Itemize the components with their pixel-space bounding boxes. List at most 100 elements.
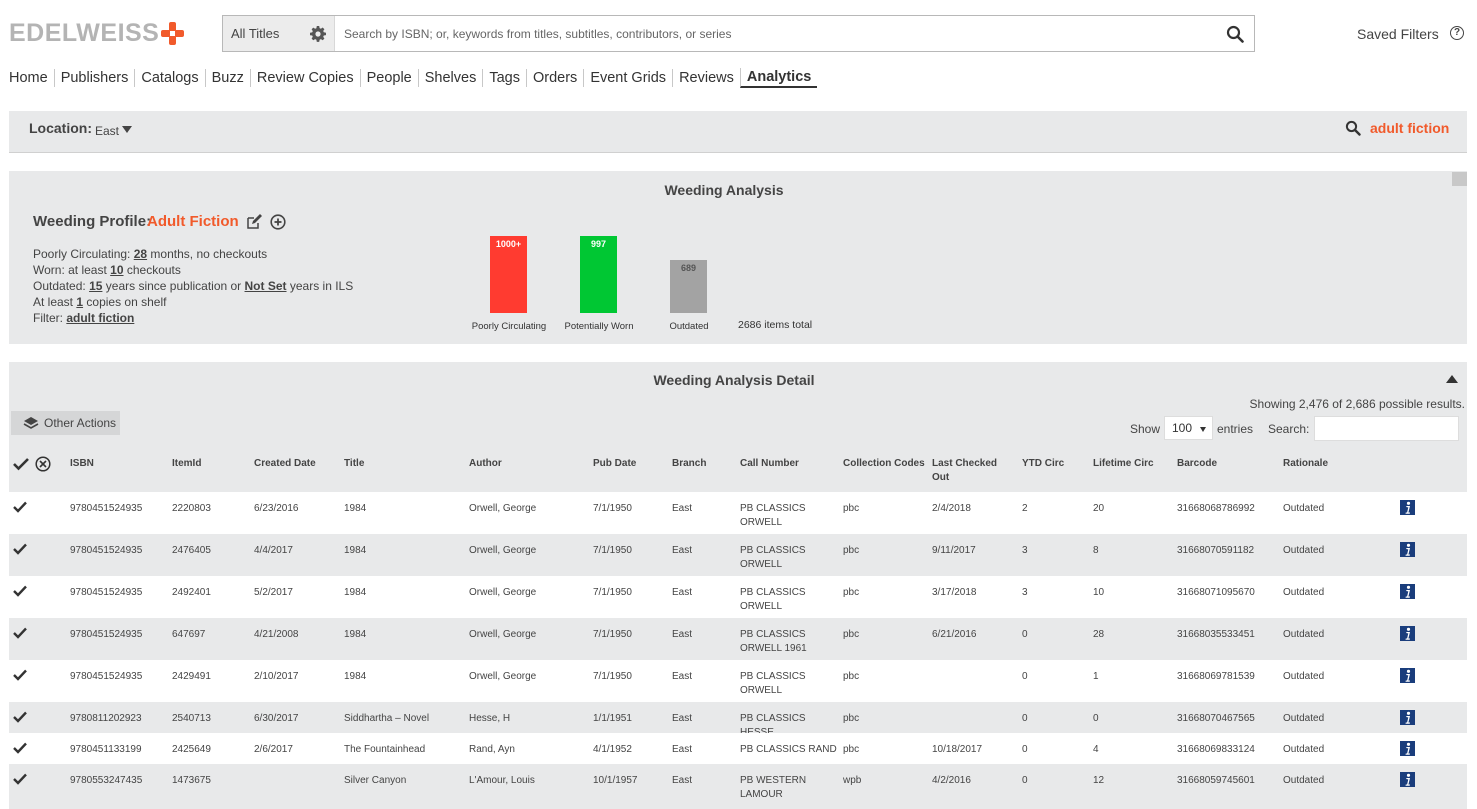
nav-shelves[interactable]: Shelves	[417, 69, 483, 87]
row-check-icon[interactable]	[13, 543, 27, 555]
row-check-icon[interactable]	[13, 669, 27, 681]
row-check-icon[interactable]	[13, 501, 27, 513]
row-check-icon[interactable]	[13, 773, 27, 785]
chart-bar[interactable]: 1000+	[490, 236, 527, 313]
chart-bar[interactable]: 689	[670, 260, 707, 313]
table-row[interactable]: 9780451524935 2220803 6/23/2016 1984 Orwell,…	[9, 492, 1467, 534]
column-header[interactable]: Last Checked Out	[932, 458, 998, 483]
column-header[interactable]: Author	[469, 458, 502, 469]
criteria-value-link[interactable]: 1	[76, 295, 84, 309]
edelweiss-logo[interactable]: EDELWEISS	[9, 19, 185, 47]
nav-buzz[interactable]: Buzz	[204, 69, 250, 87]
row-check-icon[interactable]	[13, 627, 27, 639]
help-icon[interactable]: ?	[1450, 26, 1464, 40]
chart-bar[interactable]: 997	[580, 236, 617, 313]
cell-itemid: 1473675	[172, 775, 211, 786]
column-header[interactable]: Call Number	[740, 458, 799, 469]
criteria-filter: Filter: adult fiction	[33, 310, 134, 326]
nav-event-grids[interactable]: Event Grids	[583, 69, 672, 87]
nav-publishers[interactable]: Publishers	[53, 69, 135, 87]
cell-codes: pbc	[843, 503, 860, 514]
weeding-profile-label: Weeding Profile:	[33, 213, 152, 230]
scrollbar-thumb[interactable]	[1452, 172, 1467, 186]
cell-created: 4/4/2017	[254, 545, 293, 556]
column-header[interactable]: ISBN	[70, 458, 94, 469]
cell-branch: East	[672, 713, 693, 724]
nav-analytics[interactable]: Analytics	[739, 68, 818, 88]
search-scope-select[interactable]: All Titles	[223, 16, 335, 51]
active-filter-link[interactable]: adult fiction	[1370, 120, 1450, 136]
info-icon[interactable]	[1400, 500, 1415, 515]
column-header[interactable]: YTD Circ	[1022, 458, 1065, 469]
table-row[interactable]: 9780451524935 2492401 5/2/2017 1984 Orwell, …	[9, 576, 1467, 618]
column-header[interactable]: Pub Date	[593, 458, 637, 469]
cell-life: 12	[1093, 775, 1105, 786]
info-icon[interactable]	[1400, 542, 1415, 557]
nav-orders[interactable]: Orders	[525, 69, 583, 87]
cell-call: PB CLASSICS ORWELL	[740, 503, 806, 528]
criteria-shelf: At least 1 copies on shelf	[33, 294, 166, 310]
column-header[interactable]: Branch	[672, 458, 707, 469]
cell-branch: East	[672, 744, 693, 755]
search-icon[interactable]	[1345, 120, 1361, 136]
criteria-value-link[interactable]: adult fiction	[66, 311, 135, 325]
gear-icon[interactable]	[310, 25, 326, 42]
info-icon[interactable]	[1400, 584, 1415, 599]
info-icon[interactable]	[1400, 668, 1415, 683]
row-check-icon[interactable]	[13, 585, 27, 597]
edit-icon[interactable]	[246, 214, 262, 230]
cell-call: PB CLASSICS ORWELL	[740, 545, 806, 570]
global-search-input[interactable]	[335, 16, 1216, 51]
column-header[interactable]: Collection Codes	[843, 458, 925, 469]
location-select[interactable]: East	[95, 124, 120, 138]
info-icon[interactable]	[1400, 626, 1415, 641]
cell-life: 10	[1093, 587, 1105, 598]
cell-rationale: Outdated	[1283, 629, 1325, 640]
page-size-select[interactable]: 100	[1164, 416, 1213, 440]
table-row[interactable]: 9780451133199 2425649 2/6/2017 The Fountain…	[9, 733, 1467, 764]
column-header[interactable]: Rationale	[1283, 458, 1329, 469]
table-row[interactable]: 9780553247435 1473675 Silver Canyon L'Amour…	[9, 764, 1467, 800]
saved-filters-link[interactable]: Saved Filters	[1357, 26, 1439, 42]
cell-branch: East	[672, 503, 693, 514]
clear-selection-icon[interactable]	[35, 456, 51, 472]
criteria-value-link[interactable]: 28	[133, 247, 148, 261]
info-icon[interactable]	[1400, 710, 1415, 725]
nav-review-copies[interactable]: Review Copies	[249, 69, 360, 87]
nav-tags[interactable]: Tags	[482, 69, 526, 87]
table-row[interactable]: 9780811202923 2540713 6/30/2017 Siddhartha …	[9, 702, 1467, 738]
table-row[interactable]: 9780451524935 2476405 4/4/2017 1984 Orwell, …	[9, 534, 1467, 576]
column-header[interactable]: Barcode	[1177, 458, 1218, 469]
row-check-icon[interactable]	[13, 742, 27, 754]
table-search-input[interactable]	[1314, 416, 1459, 441]
criteria-value-link[interactable]: 15	[89, 279, 103, 293]
cell-itemid: 2476405	[172, 545, 211, 556]
info-icon[interactable]	[1400, 741, 1415, 756]
table-row[interactable]: 9780451524935 647697 4/21/2008 1984 Orwell, …	[9, 618, 1467, 660]
criteria-value-link[interactable]: Not Set	[244, 279, 287, 293]
nav-catalogs[interactable]: Catalogs	[134, 69, 204, 87]
search-button[interactable]	[1216, 17, 1254, 51]
column-header[interactable]: Title	[344, 458, 365, 469]
caret-down-icon[interactable]	[122, 126, 132, 133]
cell-call: PB CLASSICS RAND	[740, 744, 837, 755]
add-circle-icon[interactable]	[270, 214, 286, 230]
cell-author: L'Amour, Louis	[469, 775, 535, 786]
table-row[interactable]: 9780451524935 2429491 2/10/2017 1984 Orwell,…	[9, 660, 1467, 702]
collapse-icon[interactable]	[1446, 375, 1458, 383]
weeding-profile-link[interactable]: Adult Fiction	[147, 213, 239, 230]
nav-reviews[interactable]: Reviews	[672, 69, 740, 87]
cell-isbn: 9780451524935	[70, 587, 143, 598]
info-icon[interactable]	[1400, 772, 1415, 787]
column-header[interactable]: ItemId	[172, 458, 202, 469]
nav-home[interactable]: Home	[9, 70, 48, 86]
other-actions-button[interactable]: Other Actions	[11, 411, 120, 435]
chart-category-label: Poorly Circulating	[471, 321, 547, 332]
row-check-icon[interactable]	[13, 711, 27, 723]
criteria-value-link[interactable]: 10	[110, 263, 124, 277]
select-all-check-icon[interactable]	[13, 457, 29, 471]
cell-call: PB CLASSICS ORWELL 1961	[740, 629, 807, 654]
column-header[interactable]: Created Date	[254, 458, 316, 469]
column-header[interactable]: Lifetime Circ	[1093, 458, 1154, 469]
nav-people[interactable]: People	[359, 69, 418, 87]
